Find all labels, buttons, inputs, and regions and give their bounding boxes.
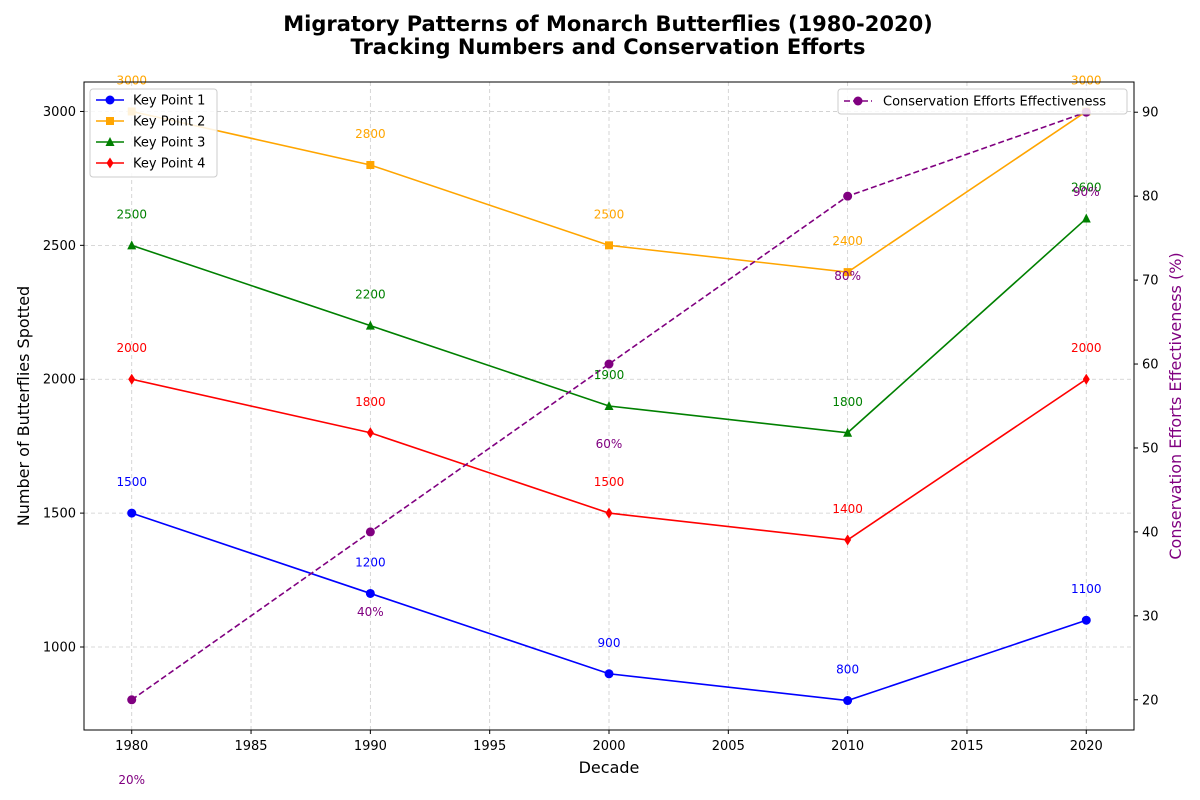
axes: 1980 1985 1990 1995 2000 2005 2010 2015 2020 1000…	[43, 105, 1159, 754]
legend-frame	[89, 88, 218, 178]
data-label-key-point-1: 900	[598, 636, 621, 650]
data-point-conservation	[604, 359, 614, 369]
x-tick-label: 2000	[592, 739, 625, 754]
legend-marker	[106, 157, 114, 169]
x-tick-label: 2020	[1070, 739, 1103, 754]
legend-key-points: Key Point 1 Key Point 2 Key Point 3 Key Poi…	[89, 88, 218, 178]
data-label-key-point-3: 2500	[116, 207, 147, 221]
legend-label: Key Point 2	[133, 115, 205, 130]
x-tick-label: 1980	[115, 739, 148, 754]
y-right-tick-label: 50	[1142, 441, 1159, 456]
data-label-key-point-3: 1900	[594, 368, 625, 382]
x-tick-label: 1990	[354, 739, 387, 754]
y-tick-label: 2000	[43, 373, 76, 388]
data-point-key-point-3	[604, 401, 614, 410]
x-tick-label: 2015	[950, 739, 983, 754]
data-point-conservation	[843, 191, 853, 201]
legend-label: Key Point 3	[133, 136, 205, 151]
series-line-conservation	[131, 111, 1087, 701]
data-label-conservation: 80%	[834, 269, 861, 283]
data-point-key-point-3	[365, 320, 375, 330]
y-right-tick-label: 30	[1142, 609, 1159, 624]
legend-label: Key Point 4	[133, 157, 205, 172]
y-right-tick-label: 70	[1142, 274, 1159, 289]
data-point-key-point-1	[127, 508, 137, 518]
data-point-key-point-3	[1081, 213, 1091, 223]
data-label-key-point-1: 1500	[116, 475, 147, 489]
data-label-key-point-2: 3000	[1071, 73, 1102, 87]
y-axis-right-label: Conservation Efforts Effectiveness (%)	[1166, 252, 1185, 559]
y-tick-label: 1500	[43, 507, 76, 522]
x-tick-label: 2005	[712, 739, 745, 754]
data-label-key-point-2: 2400	[832, 234, 863, 248]
chart-title-line-1: Migratory Patterns of Monarch Butterflie…	[283, 12, 933, 36]
y-right-tick-label: 60	[1142, 358, 1159, 373]
x-tick-label: 1995	[473, 739, 506, 754]
data-label-key-point-3: 2200	[355, 288, 386, 302]
legend-marker	[105, 137, 115, 146]
legend-marker	[853, 96, 863, 106]
y-right-tick-label: 90	[1142, 106, 1159, 121]
data-point-key-point-1	[1081, 615, 1091, 625]
data-label-key-point-3: 2600	[1071, 181, 1102, 195]
y-axis-label: Number of Butterflies Spotted	[14, 286, 33, 526]
data-point-key-point-4	[605, 507, 613, 519]
data-point-key-point-1	[604, 669, 614, 679]
chart-title-line-2: Tracking Numbers and Conservation Effort…	[350, 35, 865, 59]
legend-label: Conservation Efforts Effectiveness	[883, 95, 1106, 110]
data-point-key-point-3	[127, 240, 137, 250]
data-label-key-point-4: 1500	[594, 475, 625, 489]
y-right-tick-label: 20	[1142, 693, 1159, 708]
data-point-key-point-4	[366, 427, 374, 439]
data-point-key-point-4	[1082, 373, 1090, 385]
legend-frame	[837, 88, 1128, 115]
data-point-key-point-4	[844, 534, 852, 546]
x-tick-label: 1985	[234, 739, 267, 754]
data-label-key-point-2: 3000	[116, 73, 147, 87]
data-label-key-point-1: 1200	[355, 555, 386, 569]
data-point-conservation	[365, 527, 375, 537]
data-label-conservation: 60%	[596, 437, 623, 451]
data-point-key-point-2	[605, 241, 613, 250]
data-label-key-point-4: 1800	[355, 395, 386, 409]
y-right-tick-label: 80	[1142, 190, 1159, 205]
x-axis-label: Decade	[579, 758, 640, 777]
data-point-key-point-1	[843, 696, 853, 706]
data-point-key-point-4	[128, 373, 136, 385]
data-point-key-point-3	[843, 427, 853, 437]
y-tick-label: 1000	[43, 640, 76, 655]
data-label-key-point-1: 1100	[1071, 582, 1102, 596]
y-right-tick-label: 40	[1142, 525, 1159, 540]
y-tick-label: 3000	[43, 105, 76, 120]
data-point-key-point-1	[365, 588, 375, 598]
legend-label: Key Point 1	[133, 94, 205, 109]
data-label-key-point-4: 2000	[116, 341, 147, 355]
data-point-key-point-2	[843, 268, 852, 277]
legend-marker	[106, 117, 114, 125]
data-label-conservation: 40%	[357, 605, 384, 619]
legend-conservation: Conservation Efforts Effectiveness	[837, 88, 1128, 115]
data-label-key-point-1: 800	[836, 663, 859, 677]
data-point-conservation	[127, 695, 137, 705]
data-label-key-point-4: 1400	[832, 502, 863, 516]
legend-marker	[105, 95, 115, 105]
data-label-key-point-3: 1800	[832, 395, 863, 409]
data-label-conservation: 90%	[1073, 185, 1100, 199]
data-point-key-point-2	[366, 161, 375, 170]
data-label-key-point-4: 2000	[1071, 341, 1102, 355]
y-tick-label: 2500	[43, 239, 76, 254]
data-labels: 1500 1200 900 800 1100 3000 2800 2500 2400 3000 25…	[116, 73, 1101, 786]
data-label-key-point-2: 2800	[355, 127, 386, 141]
x-tick-label: 2010	[831, 739, 864, 754]
data-label-conservation: 20%	[118, 773, 145, 787]
data-label-key-point-2: 2500	[594, 207, 625, 221]
